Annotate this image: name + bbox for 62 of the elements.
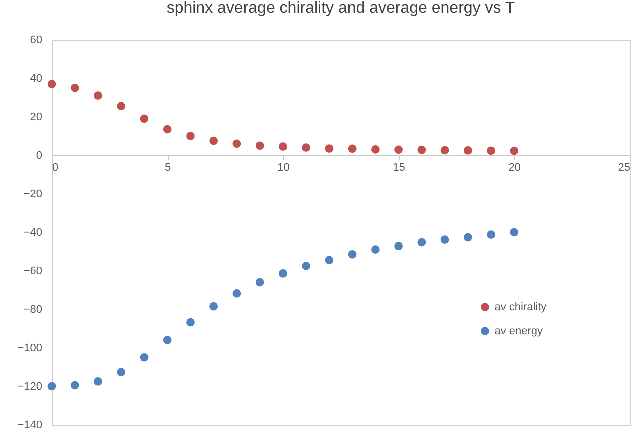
point: [348, 250, 357, 259]
point: [440, 146, 450, 155]
y-tick-label: −40: [24, 227, 42, 239]
y-tick-label: −100: [18, 342, 42, 354]
point: [394, 146, 403, 154]
point: [70, 84, 80, 92]
y-tick-label: 40: [30, 73, 42, 85]
point: [279, 142, 288, 152]
point: [487, 230, 496, 239]
point: [163, 336, 172, 344]
point: [510, 228, 519, 237]
x-tick-label: 25: [618, 162, 630, 174]
point: [48, 80, 56, 88]
point: [302, 262, 311, 270]
point: [464, 146, 472, 155]
chart-title: sphinx average chirality and average energy vs T: [166, 0, 516, 17]
point: [256, 278, 264, 287]
point: [510, 146, 519, 156]
y-tick-label: −120: [18, 381, 42, 393]
point: [48, 382, 56, 391]
x-tick-label: 15: [393, 162, 406, 174]
x-tick-label: 10: [278, 162, 290, 174]
y-tick-label: 60: [30, 34, 42, 46]
y-tick-label: −20: [24, 188, 42, 200]
y-tick-label: −80: [24, 304, 42, 316]
y-tick-label: −140: [18, 420, 42, 432]
point: [210, 302, 218, 311]
point: [232, 290, 242, 298]
point: [487, 146, 496, 156]
point: [279, 270, 288, 278]
point: [302, 144, 311, 152]
x-tick-label: 0: [52, 162, 59, 174]
point: [186, 318, 195, 327]
point: [117, 102, 126, 111]
point: [464, 233, 472, 242]
point: [371, 246, 380, 254]
point: [140, 353, 149, 362]
point: [70, 381, 80, 390]
y-tick-label: −60: [24, 266, 42, 278]
point: [371, 146, 380, 154]
point: [325, 144, 334, 153]
legend-label: av chirality: [494, 301, 548, 314]
point: [210, 136, 218, 146]
point: [94, 378, 102, 386]
point: [163, 125, 172, 134]
point: [94, 92, 102, 100]
point: [348, 144, 357, 154]
x-tick-label: 5: [165, 162, 172, 174]
x-tick-label: 20: [508, 162, 522, 174]
point: [440, 236, 450, 244]
legend-label: av energy: [494, 325, 544, 338]
point: [394, 242, 403, 251]
point: [418, 146, 426, 154]
point: [186, 132, 195, 140]
point: [117, 368, 126, 377]
point: [418, 238, 426, 247]
point: [140, 114, 149, 124]
point: [232, 140, 242, 148]
point: [325, 256, 334, 265]
y-tick-label: 20: [30, 112, 42, 124]
y-tick-label: 0: [36, 150, 42, 162]
point: [256, 142, 264, 150]
